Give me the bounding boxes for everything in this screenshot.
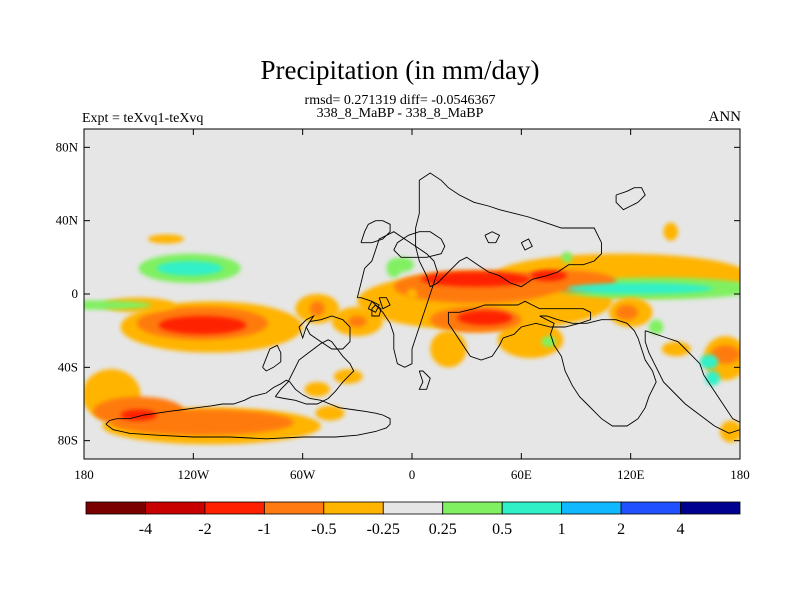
colorbar-swatch	[561, 501, 622, 515]
coastline	[415, 172, 602, 288]
colorbar-swatch	[442, 501, 503, 515]
colorbar-label: 1	[558, 521, 566, 538]
colorbar: -4 -2 -1 -0.5 -0.25 0.25 0.5 1 2 4	[85, 501, 741, 538]
anomaly-region	[406, 288, 418, 300]
coastline	[484, 231, 501, 244]
coastline	[305, 315, 351, 350]
anomaly-region	[348, 316, 367, 327]
colorbar-swatch	[620, 501, 681, 515]
coastline	[644, 330, 740, 434]
anomaly-region	[430, 330, 467, 368]
anomaly-region	[457, 310, 513, 326]
anomaly-region	[386, 259, 402, 278]
colorbar-label: 0.25	[429, 521, 457, 538]
anomaly-region	[304, 382, 330, 397]
anomaly-region	[421, 272, 531, 287]
anomaly-region	[699, 354, 719, 370]
anomaly-region	[710, 345, 740, 364]
coastline	[367, 300, 380, 313]
coastline	[274, 339, 355, 405]
x-tick-label: 0	[409, 467, 416, 482]
anomaly-region	[648, 319, 664, 335]
x-tick-label: 120W	[177, 467, 210, 482]
colorbar-label: 2	[617, 521, 625, 538]
season-label: ANN	[708, 109, 742, 125]
colorbar-swatch	[263, 501, 325, 515]
coastline	[371, 304, 382, 317]
colorbar-swatch	[680, 501, 741, 515]
colorbar-label: -2	[198, 521, 211, 538]
anomaly-regions	[84, 222, 740, 445]
coastline	[615, 187, 646, 211]
anomaly-region	[315, 405, 345, 421]
colorbar-swatch	[204, 501, 265, 515]
colorbar-label: -0.25	[367, 521, 400, 538]
anomaly-region	[661, 341, 691, 357]
anomaly-region	[566, 283, 713, 294]
axis-ticks: 180 120W 60W 0 60E 120E 180 80N 40N 0 40S 80S	[56, 129, 750, 482]
anomaly-region	[84, 300, 152, 310]
anomaly-region	[158, 316, 247, 335]
coastline	[378, 297, 391, 310]
coastline	[539, 315, 657, 427]
coastline	[520, 238, 533, 251]
anomaly-region	[616, 305, 638, 320]
anomaly-region	[530, 270, 567, 282]
y-tick-label: 40S	[58, 359, 78, 374]
anomaly-region	[663, 222, 679, 241]
colorbar-swatch	[382, 501, 444, 515]
anomaly-region	[497, 321, 564, 359]
stats-subtitle: rmsd= 0.271319 diff= -0.0546367	[304, 93, 496, 108]
coastline	[356, 231, 438, 368]
colorbar-swatch	[145, 501, 206, 515]
coastline	[393, 231, 446, 258]
coastlines	[105, 172, 740, 440]
colorbar-swatch	[85, 501, 146, 515]
y-tick-label: 40N	[56, 213, 79, 228]
experiment-label: Expt = teXvq1-teXvq	[82, 111, 204, 126]
y-tick-label: 80N	[56, 139, 79, 154]
colorbar-swatch	[501, 501, 563, 515]
coastline	[360, 220, 391, 244]
x-tick-label: 60W	[290, 467, 316, 482]
anomaly-region	[561, 251, 573, 263]
colorbar-label: 0.5	[492, 521, 512, 538]
anomaly-region	[120, 409, 157, 421]
coastline	[418, 370, 431, 390]
coastline	[105, 379, 391, 440]
x-tick-label: 180	[730, 467, 750, 482]
coastline	[262, 344, 282, 372]
anomaly-region	[719, 420, 740, 443]
anomaly-region	[705, 371, 720, 386]
colorbar-label: -1	[258, 521, 271, 538]
x-tick-label: 120E	[617, 467, 645, 482]
colorbar-label: -0.5	[311, 521, 336, 538]
anomaly-region	[309, 301, 325, 316]
y-tick-label: 80S	[58, 433, 78, 448]
anomaly-region	[147, 234, 185, 244]
colorbar-swatch	[323, 501, 384, 515]
x-tick-label: 60E	[511, 467, 532, 482]
colorbar-label: 4	[677, 521, 685, 538]
coastline	[447, 300, 592, 361]
y-tick-label: 0	[72, 286, 79, 301]
x-tick-label: 180	[74, 467, 94, 482]
chart-title: Precipitation (in mm/day)	[260, 55, 540, 85]
periods-subtitle: 338_8_MaBP - 338_8_MaBP	[316, 106, 484, 121]
anomaly-region	[156, 261, 223, 276]
colorbar-label: -4	[139, 521, 152, 538]
